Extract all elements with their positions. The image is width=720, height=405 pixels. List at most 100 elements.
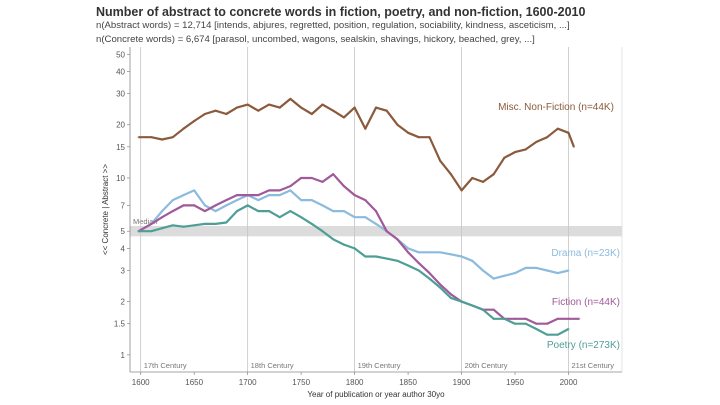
data-point [417, 269, 420, 272]
series-line [138, 204, 570, 336]
x-tick-label: 1900 [453, 378, 471, 387]
data-point [342, 184, 346, 188]
data-point [396, 238, 399, 241]
y-axis-title: << Concrete | Abstract >> [101, 164, 110, 255]
data-point [535, 266, 538, 270]
data-point [289, 209, 292, 213]
data-point [417, 251, 420, 254]
data-point [246, 204, 249, 207]
data-point [171, 224, 174, 227]
y-tick-label: 50 [116, 50, 125, 59]
data-point [374, 106, 378, 109]
data-point [257, 194, 260, 197]
data-point [160, 209, 164, 213]
data-point [471, 176, 474, 180]
y-tick-label: 4 [121, 244, 126, 253]
data-point [513, 151, 517, 154]
data-point [567, 327, 570, 331]
data-point [160, 138, 164, 141]
data-point [406, 131, 410, 134]
data-point [364, 255, 367, 258]
data-point [203, 222, 206, 225]
data-point [428, 251, 431, 254]
data-point [353, 247, 356, 250]
series-label: Misc. Non-Fiction (n=44K) [498, 102, 614, 113]
data-point [513, 322, 517, 325]
data-point [193, 224, 196, 227]
series-label: Fiction (n=44K) [552, 297, 620, 308]
data-point [193, 189, 196, 192]
century-label: 19th Century [358, 361, 401, 370]
data-point [150, 222, 153, 225]
data-point [193, 119, 196, 123]
data-point [321, 103, 324, 106]
data-point [246, 194, 249, 197]
chart-title: Number of abstract to concrete words in … [96, 5, 586, 19]
data-point [321, 204, 324, 207]
series-line [138, 173, 580, 325]
data-point [481, 180, 485, 184]
data-point [257, 198, 260, 202]
y-tick-label: 1 [121, 351, 126, 360]
data-point [374, 209, 378, 213]
median-label: Median [133, 217, 158, 226]
data-point [289, 189, 292, 192]
subtitle-abstract: n(Abstract words) = 12,714 [intends, abj… [96, 20, 570, 31]
data-point [385, 257, 388, 260]
data-point [182, 225, 185, 228]
data-point [310, 198, 313, 202]
data-point [417, 136, 420, 139]
data-point [524, 317, 527, 320]
data-point [556, 271, 559, 275]
data-point [460, 255, 463, 258]
data-point [535, 322, 538, 325]
data-point [310, 222, 313, 225]
data-point [332, 173, 335, 176]
data-point [492, 277, 495, 280]
x-tick-label: 1850 [399, 378, 417, 387]
data-point [449, 253, 452, 256]
data-point [257, 209, 260, 213]
x-tick-label: 2000 [560, 378, 578, 387]
x-tick-label: 1600 [132, 378, 150, 387]
data-point [332, 238, 335, 241]
data-point [439, 283, 442, 286]
data-point [492, 317, 495, 320]
y-tick-label: 3 [121, 266, 126, 275]
data-point [513, 271, 517, 275]
data-point [203, 209, 206, 213]
data-point [182, 194, 185, 197]
data-point [310, 176, 313, 180]
data-point [182, 204, 185, 207]
data-point [278, 189, 281, 192]
x-axis-title: Year of publication or year author 30yo [307, 390, 445, 399]
data-point [503, 317, 506, 320]
data-point [439, 286, 442, 289]
data-point [449, 173, 452, 176]
data-point [364, 198, 367, 202]
data-point [546, 322, 549, 325]
data-point [289, 184, 292, 188]
data-point [225, 221, 228, 224]
data-point [278, 194, 281, 197]
data-point [225, 204, 228, 207]
data-point [385, 109, 388, 112]
data-point [353, 106, 356, 109]
data-point [481, 269, 485, 272]
data-point [150, 136, 153, 139]
data-point [546, 269, 549, 272]
y-tick-label: 7 [121, 201, 126, 210]
data-point [278, 106, 281, 109]
data-point [492, 308, 495, 311]
data-point [321, 180, 324, 184]
data-point [257, 109, 260, 112]
data-point [556, 333, 559, 336]
data-point [342, 116, 346, 119]
data-point [300, 198, 303, 202]
data-point [428, 136, 431, 139]
y-tick-label: 5 [121, 227, 126, 236]
data-point [439, 159, 442, 162]
century-label: 18th Century [251, 361, 294, 370]
data-point [385, 230, 388, 233]
data-point [171, 209, 174, 213]
